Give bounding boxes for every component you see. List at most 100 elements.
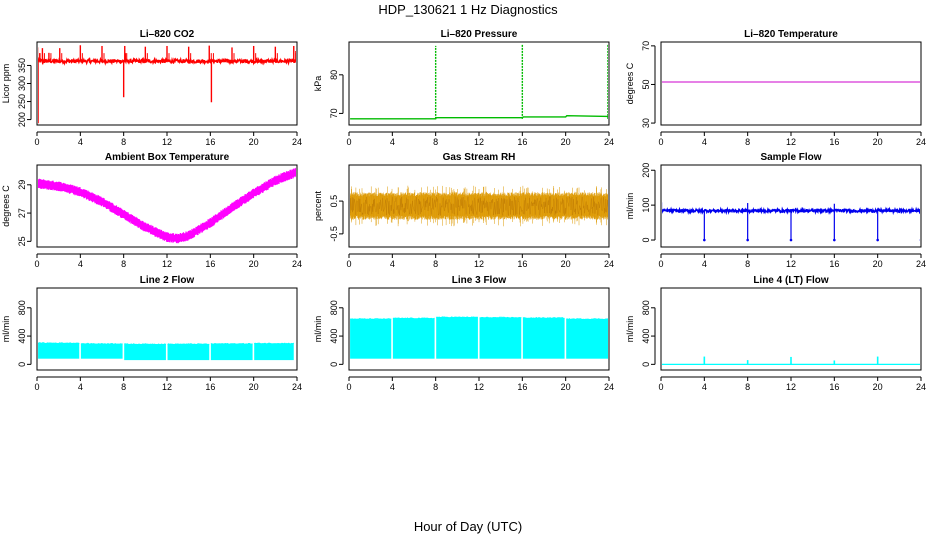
y-tick-label: 400 <box>641 329 651 344</box>
y-tick-label: 0 <box>17 362 27 367</box>
line3-block <box>566 319 608 359</box>
x-tick-label: 20 <box>873 259 883 269</box>
x-tick-label: 16 <box>829 259 839 269</box>
line3-block-edge <box>436 316 478 319</box>
x-tick-label: 20 <box>561 137 571 147</box>
panel-title: Ambient Box Temperature <box>105 152 230 163</box>
y-tick-label: 29 <box>17 180 27 190</box>
y-axis-label: degrees C <box>625 62 635 104</box>
panel-co2: Li–820 CO2 0 4 8 12 16 20 24 200 250 300 350 Licor p… <box>1 29 302 147</box>
x-tick-label: 0 <box>346 382 351 392</box>
y-tick-label: 200 <box>641 163 651 178</box>
x-axis: 0 4 8 12 16 20 24 <box>346 131 614 147</box>
x-tick-label: 8 <box>433 259 438 269</box>
x-tick-label: 24 <box>916 137 926 147</box>
line2-block-edge <box>167 343 210 346</box>
x-tick-label: 20 <box>249 259 259 269</box>
y-tick-label: 100 <box>641 198 651 213</box>
sample-dip-point <box>876 238 879 242</box>
x-tick-label: 12 <box>786 382 796 392</box>
x-tick-label: 16 <box>829 382 839 392</box>
x-axis: 0 4 8 12 16 20 24 <box>658 253 926 269</box>
sample-dip-point <box>746 238 749 242</box>
x-tick-label: 16 <box>829 137 839 147</box>
series-line3 <box>350 316 608 359</box>
line3-block-edge <box>350 318 392 321</box>
line2-block <box>167 344 210 361</box>
x-axis: 0 4 8 12 16 20 24 <box>658 131 926 147</box>
panel-title: Li–820 Pressure <box>441 29 518 40</box>
x-tick-label: 4 <box>78 382 83 392</box>
y-tick-label: 800 <box>17 300 27 315</box>
x-tick-label: 4 <box>78 259 83 269</box>
x-tick-label: 20 <box>561 382 571 392</box>
x-tick-label: 12 <box>786 259 796 269</box>
plot-frame <box>36 164 298 248</box>
series-line4 <box>662 356 920 365</box>
y-axis: 0 400 800 <box>329 300 344 367</box>
sample-dip-point <box>919 239 920 241</box>
ambient-trace <box>38 167 296 244</box>
x-tick-label: 0 <box>658 382 663 392</box>
x-tick-label: 12 <box>786 137 796 147</box>
line2-block <box>80 343 123 359</box>
line3-block <box>392 318 435 359</box>
y-axis: 200 250 300 350 <box>17 58 32 127</box>
y-axis: 30 50 70 <box>641 41 656 128</box>
series-rh <box>350 185 608 227</box>
x-tick-label: 0 <box>34 259 39 269</box>
x-tick-label: 8 <box>121 382 126 392</box>
line2-block <box>254 343 294 361</box>
sample-dip-point <box>703 238 706 242</box>
y-tick-label: 0 <box>641 362 651 367</box>
line2-block-edge <box>124 343 167 346</box>
y-tick-label: 400 <box>17 329 27 344</box>
x-axis: 0 4 8 12 16 20 24 <box>34 253 302 269</box>
series-sample <box>662 202 920 242</box>
panel-title: Sample Flow <box>760 152 821 163</box>
line2-block <box>124 344 166 361</box>
y-tick-label: 50 <box>641 79 651 89</box>
panel-title: Line 4 (LT) Flow <box>753 275 829 286</box>
plot-frame <box>348 164 610 248</box>
x-axis: 0 4 8 12 16 20 24 <box>346 376 614 392</box>
y-tick-label: 0.5 <box>329 195 339 208</box>
x-tick-label: 4 <box>390 382 395 392</box>
y-axis-label: percent <box>313 190 323 221</box>
x-tick-label: 20 <box>249 137 259 147</box>
line3-block <box>436 317 478 359</box>
x-tick-label: 24 <box>292 259 302 269</box>
x-tick-label: 20 <box>249 382 259 392</box>
x-tick-label: 4 <box>702 382 707 392</box>
panel-title: Gas Stream RH <box>443 152 516 163</box>
y-tick-label: -0.5 <box>329 226 339 242</box>
x-tick-label: 24 <box>916 259 926 269</box>
y-tick-label: 250 <box>17 94 27 109</box>
x-axis-label: Hour of Day (UTC) <box>414 519 522 534</box>
series-co2 <box>38 45 296 124</box>
sample-dip-point <box>833 238 836 242</box>
x-tick-label: 12 <box>474 137 484 147</box>
x-tick-label: 4 <box>390 259 395 269</box>
panel-sample: Sample Flow 0 4 8 12 16 20 24 0 100 200 ml/min <box>625 152 926 269</box>
x-tick-label: 0 <box>34 137 39 147</box>
panel-title: Line 3 Flow <box>452 275 507 286</box>
y-axis-label: ml/min <box>1 316 11 343</box>
y-tick-label: 200 <box>17 112 27 127</box>
x-tick-label: 0 <box>658 137 663 147</box>
y-axis: 0 400 800 <box>17 300 32 367</box>
x-tick-label: 12 <box>474 382 484 392</box>
panel-title: Li–820 CO2 <box>140 29 195 40</box>
panel-pressure: Li–820 Pressure 0 4 8 12 16 20 24 70 80 kPa <box>313 29 614 147</box>
y-axis-label: Licor ppm <box>1 64 11 104</box>
panel-ambient: Ambient Box Temperature 0 4 8 12 16 20 24 25 27 29… <box>1 152 302 269</box>
x-tick-label: 12 <box>162 259 172 269</box>
y-axis-label: ml/min <box>625 316 635 343</box>
x-tick-label: 20 <box>873 382 883 392</box>
x-tick-label: 16 <box>205 137 215 147</box>
x-tick-label: 16 <box>517 382 527 392</box>
x-tick-label: 8 <box>121 259 126 269</box>
y-axis-label: kPa <box>313 76 323 92</box>
